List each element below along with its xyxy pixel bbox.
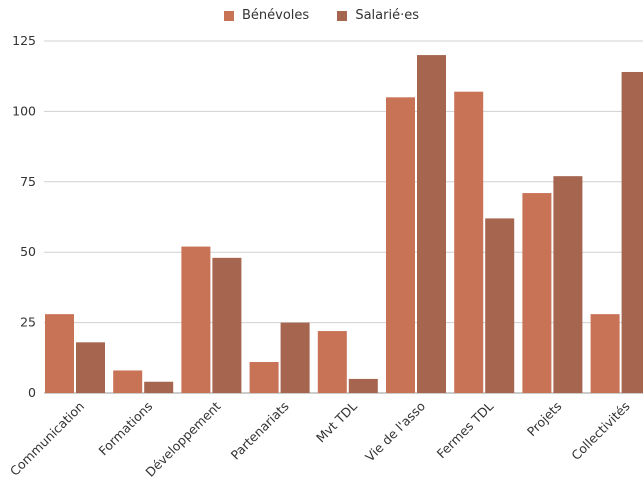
bar-salaries-6	[485, 218, 515, 393]
bar-benevoles-4	[317, 331, 347, 393]
bar-salaries-4	[348, 378, 378, 393]
bar-benevoles-2	[181, 246, 211, 393]
bar-benevoles-5	[386, 97, 415, 393]
legend-label-salaries: Salarié·es	[355, 8, 419, 23]
x-tick-label: Projets	[524, 399, 565, 440]
x-tick-label: Fermes TDL	[434, 398, 497, 461]
x-tick-label: Mvt TDL	[313, 399, 360, 446]
legend-item-benevoles[interactable]: Bénévoles	[224, 8, 309, 23]
y-tick-label: 0	[28, 385, 36, 400]
x-tick-label: Formations	[95, 399, 155, 459]
y-tick-label: 25	[20, 315, 36, 330]
bar-benevoles-0	[45, 314, 74, 393]
chart-legend: Bénévoles Salarié·es	[0, 8, 643, 25]
bar-benevoles-1	[113, 370, 143, 393]
y-tick-label: 50	[20, 244, 36, 259]
legend-item-salaries[interactable]: Salarié·es	[337, 8, 419, 23]
x-tick-label: Collectivités	[568, 399, 633, 464]
x-tick-label: Partenariats	[228, 399, 292, 463]
bar-salaries-7	[553, 176, 583, 393]
bar-salaries-1	[144, 381, 174, 393]
bar-salaries-5	[417, 55, 446, 393]
y-tick-label: 100	[12, 103, 36, 118]
legend-swatch-salaries	[337, 10, 348, 21]
bar-benevoles-8	[590, 314, 620, 393]
x-tick-label: Développement	[142, 398, 223, 479]
bar-benevoles-6	[454, 91, 484, 394]
bar-benevoles-3	[249, 362, 279, 393]
x-tick-label: Vie de l'asso	[362, 399, 428, 465]
bar-salaries-0	[76, 342, 105, 393]
legend-label-benevoles: Bénévoles	[242, 8, 310, 23]
bar-salaries-8	[621, 71, 643, 393]
y-tick-label: 75	[20, 174, 36, 189]
bar-salaries-2	[212, 257, 242, 393]
bar-benevoles-7	[522, 193, 552, 393]
legend-swatch-benevoles	[224, 10, 234, 21]
x-tick-label: Communication	[7, 399, 87, 479]
bar-salaries-3	[280, 322, 310, 393]
y-tick-label: 125	[12, 33, 36, 48]
